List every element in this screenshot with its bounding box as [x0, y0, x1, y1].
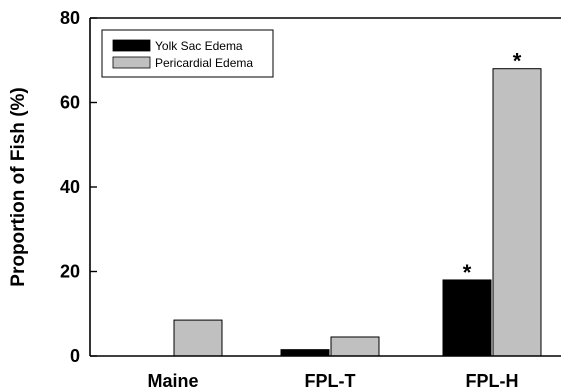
- legend-swatch-yolk-sac-edema: [112, 39, 151, 52]
- y-ticks-layer: 0 20 40 60 80: [60, 8, 97, 366]
- bar-yolk-sac-edema-fpl-t: [280, 349, 330, 357]
- significance-marker-2: *: [513, 49, 522, 74]
- bar-pericardial-edema-maine: [173, 319, 223, 357]
- x-tick-label-maine: Maine: [147, 371, 198, 390]
- bars-layer: [173, 68, 542, 357]
- bar-yolk-sac-edema-fpl-h: [442, 279, 492, 357]
- y-tick-label: 60: [60, 93, 80, 113]
- y-axis-title: Proportion of Fish (%): [8, 87, 29, 286]
- annotations-layer: **: [463, 49, 522, 285]
- legend-label-pericardial-edema: Pericardial Edema: [155, 56, 253, 70]
- y-tick-label: 40: [60, 177, 80, 197]
- y-tick-label: 0: [70, 346, 80, 366]
- legend-swatch-pericardial-edema: [112, 56, 151, 69]
- legend: Yolk Sac Edema Pericardial Edema: [101, 29, 274, 78]
- y-tick-label: 20: [60, 262, 80, 282]
- bar-pericardial-edema-fpl-t: [330, 336, 380, 357]
- legend-box: [101, 29, 274, 78]
- x-ticks-layer: Maine FPL-T FPL-H: [147, 371, 518, 390]
- y-tick-label: 80: [60, 8, 80, 28]
- bar-pericardial-edema-fpl-h: [492, 68, 542, 357]
- x-tick-label-fpl-h: FPL-H: [466, 371, 519, 390]
- significance-marker-1: *: [463, 260, 472, 285]
- x-tick-label-fpl-t: FPL-T: [305, 371, 356, 390]
- legend-label-yolk-sac-edema: Yolk Sac Edema: [155, 39, 243, 53]
